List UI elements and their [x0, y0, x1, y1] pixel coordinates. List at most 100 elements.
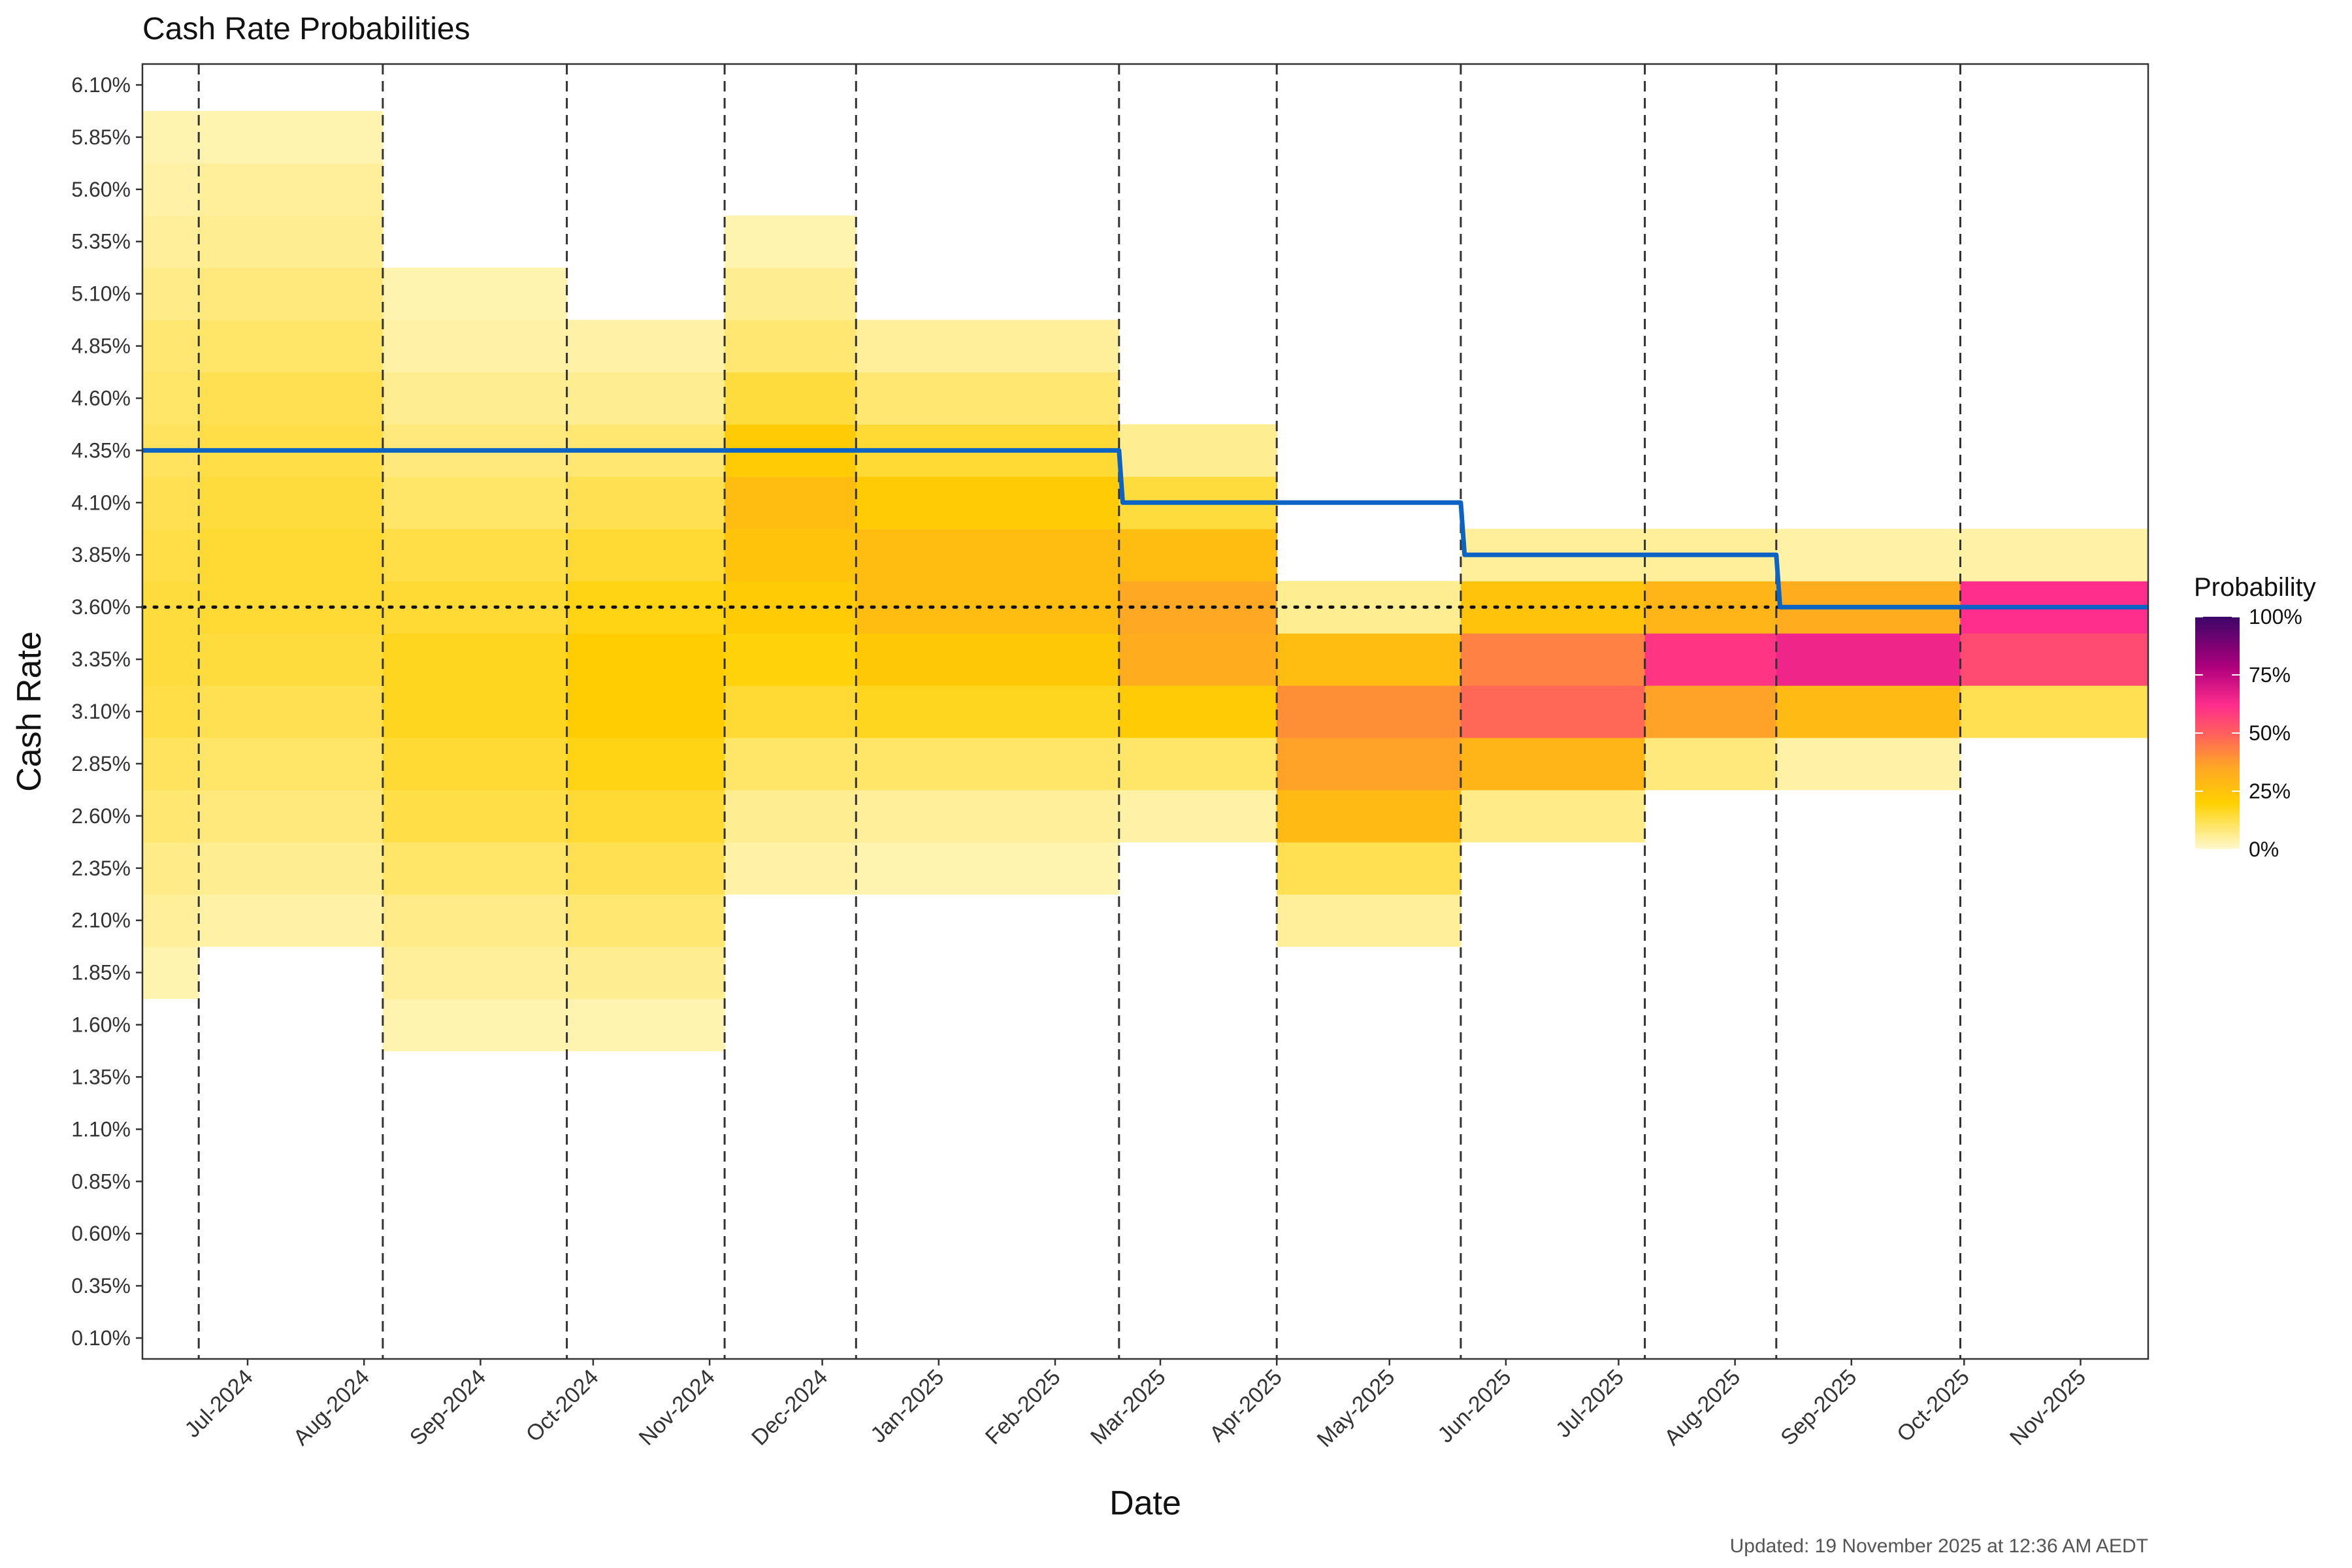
y-tick-label: 2.35%: [71, 857, 131, 880]
heatmap-cell: [142, 685, 199, 738]
heatmap-cell: [199, 738, 384, 791]
heatmap-cell: [566, 789, 725, 843]
heatmap-cell: [566, 841, 725, 895]
heatmap-cell: [382, 529, 568, 581]
y-tick-label: 0.60%: [71, 1222, 131, 1245]
heatmap-cell: [566, 738, 725, 791]
y-tick-label: 4.60%: [71, 387, 131, 410]
heatmap-cell: [142, 163, 199, 216]
y-tick-label: 5.85%: [71, 125, 131, 149]
heatmap-cell: [142, 738, 199, 791]
y-tick-label: 2.85%: [71, 752, 131, 776]
heatmap-cell: [1460, 633, 1646, 686]
heatmap-cell: [142, 110, 199, 164]
heatmap-cell: [142, 633, 199, 686]
heatmap-cell: [566, 529, 725, 581]
heatmap-cell: [725, 476, 857, 529]
updated-footnote: Updated: 19 November 2025 at 12:36 AM AE…: [1730, 1535, 2148, 1557]
y-tick-label: 3.10%: [71, 700, 131, 723]
heatmap-cell: [142, 529, 199, 581]
heatmap-cell: [1776, 685, 1961, 738]
heatmap-cell: [856, 633, 1120, 686]
heatmap-cell: [199, 267, 384, 321]
y-tick-label: 1.85%: [71, 961, 131, 985]
heatmap-cell: [1460, 685, 1646, 738]
heatmap-cell: [725, 789, 857, 843]
heatmap-cell: [142, 319, 199, 373]
heatmap-cell: [566, 894, 725, 947]
heatmap-cell: [856, 319, 1120, 373]
heatmap-cell: [856, 789, 1120, 843]
probability-legend: Probability 100% 75% 50% 25% 0%: [2194, 573, 2316, 861]
heatmap-cell: [1277, 685, 1462, 738]
heatmap-cell: [1644, 633, 1777, 686]
heatmap-cell: [382, 476, 568, 529]
y-tick-label: 4.10%: [71, 491, 131, 514]
heatmap-cell: [142, 372, 199, 425]
legend-label: 100%: [2249, 605, 2302, 629]
heatmap-cell: [1776, 738, 1961, 791]
y-tick-label: 1.35%: [71, 1065, 131, 1088]
legend-label: 50%: [2249, 721, 2291, 745]
heatmap-cell: [199, 894, 384, 947]
legend-label: 0%: [2249, 838, 2279, 861]
heatmap-cell: [199, 163, 384, 216]
heatmap-cell: [566, 946, 725, 1000]
heatmap-cell: [1119, 424, 1277, 477]
y-tick-label: 3.60%: [71, 595, 131, 619]
heatmap-cell: [142, 841, 199, 895]
heatmap-cell: [382, 894, 568, 947]
heatmap-cell: [566, 633, 725, 686]
heatmap-cell: [856, 685, 1120, 738]
heatmap-cell: [1960, 529, 2148, 581]
legend-label: 25%: [2249, 779, 2291, 803]
heatmap-cell: [199, 529, 384, 581]
y-tick-label: 5.60%: [71, 178, 131, 201]
heatmap-cell: [382, 633, 568, 686]
heatmap-cell: [382, 319, 568, 373]
y-tick-label: 2.60%: [71, 804, 131, 828]
heatmap-cell: [1960, 685, 2148, 738]
heatmap-cell: [142, 476, 199, 529]
heatmap-cell: [725, 738, 857, 791]
heatmap-cell: [142, 215, 199, 269]
heatmap-cell: [1460, 738, 1646, 791]
heatmap-cell: [1277, 841, 1462, 895]
heatmap-cell: [1119, 738, 1277, 791]
heatmap-cell: [1277, 789, 1462, 843]
heatmap-cell: [1277, 633, 1462, 686]
heatmap-cell: [725, 215, 857, 269]
heatmap-cell: [382, 685, 568, 738]
heatmap-cell: [382, 267, 568, 321]
heatmap-cell: [1119, 633, 1277, 686]
heatmap-cell: [1277, 738, 1462, 791]
heatmap-cell: [199, 841, 384, 895]
heatmap-cell: [199, 215, 384, 269]
heatmap-cell: [725, 633, 857, 686]
y-tick-label: 5.10%: [71, 282, 131, 306]
heatmap-cell: [725, 267, 857, 321]
heatmap-cell: [142, 789, 199, 843]
heatmap-cell: [142, 946, 199, 1000]
heatmap-cell: [1119, 529, 1277, 581]
heatmap-cell: [199, 110, 384, 164]
heatmap-cell: [199, 319, 384, 373]
y-tick-label: 3.85%: [71, 543, 131, 566]
heatmap-cell: [199, 789, 384, 843]
heatmap-cell: [566, 998, 725, 1052]
y-tick-label: 1.60%: [71, 1013, 131, 1037]
heatmap-cell: [199, 581, 384, 634]
legend-label: 75%: [2249, 663, 2291, 687]
heatmap-cell: [382, 372, 568, 425]
y-tick-label: 0.35%: [71, 1274, 131, 1298]
heatmap-cell: [856, 529, 1120, 581]
legend-title: Probability: [2194, 573, 2316, 602]
y-tick-label: 5.35%: [71, 230, 131, 253]
heatmap-cell: [1960, 633, 2148, 686]
heatmap-cell: [566, 319, 725, 373]
heatmap-cell: [382, 998, 568, 1052]
heatmap-cell: [1776, 633, 1961, 686]
heatmap-cell: [856, 738, 1120, 791]
meeting-date-lines: [197, 64, 1961, 1359]
heatmap-cell: [725, 841, 857, 895]
